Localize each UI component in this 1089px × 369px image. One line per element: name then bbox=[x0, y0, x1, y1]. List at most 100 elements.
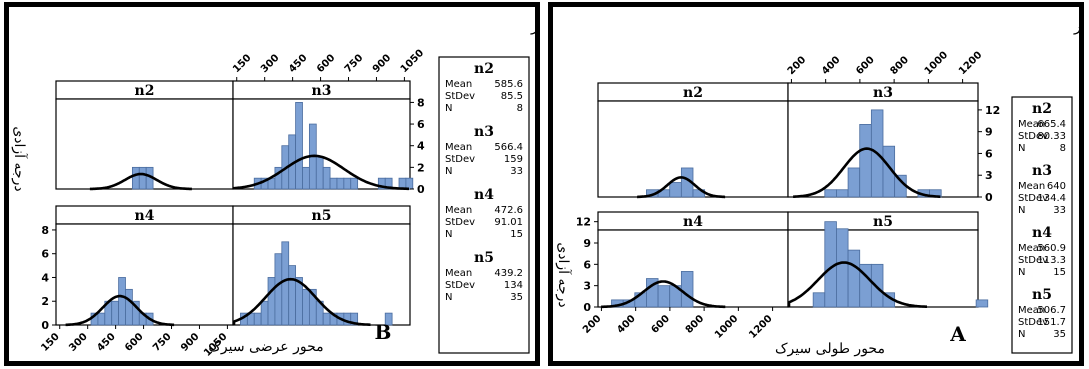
x-tick-label: 450 bbox=[95, 331, 118, 354]
histogram-bar-n3 bbox=[343, 177, 352, 190]
histogram-bar-n5 bbox=[253, 312, 262, 326]
histogram-bar-n5 bbox=[350, 312, 359, 326]
x-tick-label: 600 bbox=[123, 331, 146, 354]
histogram-panel-b: منحنی هیستوگرام رده بندی ویلبورگ برای مح… bbox=[4, 2, 540, 366]
facet-label-n5: n5 bbox=[873, 214, 893, 230]
legend-stat-label-stdev: StDev bbox=[445, 217, 475, 228]
x-tick-label: 900 bbox=[371, 53, 394, 76]
histogram-bar-n5 bbox=[322, 312, 331, 326]
stats-legend-box bbox=[1011, 96, 1073, 354]
histogram-bar-n3 bbox=[350, 177, 359, 190]
histogram-bar-n2 bbox=[138, 166, 147, 190]
y-tick-label: 2 bbox=[417, 161, 425, 174]
y-tick-label: 2 bbox=[41, 295, 49, 308]
legend-stat-label-stdev: StDev bbox=[1018, 131, 1048, 142]
y-tick-label: 8 bbox=[417, 96, 425, 109]
legend-stat-value-n: 33 bbox=[1053, 205, 1066, 216]
facet-label-n2: n2 bbox=[683, 85, 703, 101]
x-tick-label: 900 bbox=[179, 331, 202, 354]
histogram-bar-n3 bbox=[336, 177, 345, 190]
histogram-bar-n2 bbox=[131, 166, 140, 190]
y-tick-label: 12 bbox=[985, 104, 1000, 117]
fitted-normal-curve-n3 bbox=[793, 147, 941, 198]
histogram-bar-n3 bbox=[847, 167, 861, 198]
histogram-bar-n5 bbox=[975, 299, 989, 308]
y-tick-label: 4 bbox=[41, 271, 49, 284]
histogram-chart-b: منحنی هیستوگرام رده بندی ویلبورگ برای مح… bbox=[11, 17, 535, 359]
legend-series-n4: n4 bbox=[474, 187, 494, 203]
histogram-bar-n5 bbox=[847, 249, 861, 308]
facet-frame bbox=[55, 223, 234, 326]
y-axis-label: درجه آزادی bbox=[555, 242, 573, 307]
legend-stat-value-n: 15 bbox=[510, 229, 523, 240]
y-tick-label: 0 bbox=[583, 301, 591, 314]
y-tick-label: 6 bbox=[417, 118, 425, 131]
x-tick-label: 750 bbox=[151, 331, 174, 354]
legend-stat-label-mean: Mean bbox=[445, 205, 472, 216]
legend-series-n2: n2 bbox=[1032, 101, 1052, 117]
legend-stat-label-n: N bbox=[1018, 267, 1025, 278]
histogram-bar-n2 bbox=[669, 182, 682, 198]
legend-series-n5: n5 bbox=[474, 250, 494, 266]
histogram-bar-n4 bbox=[680, 271, 694, 308]
x-axis-label: محور طولی سیرک bbox=[775, 341, 885, 357]
legend-series-n3: n3 bbox=[1032, 163, 1052, 179]
y-tick-label: 3 bbox=[583, 280, 591, 293]
legend-stat-value-stdev: 134 bbox=[504, 280, 523, 291]
y-tick-label: 9 bbox=[583, 237, 591, 250]
x-tick-label: 1200 bbox=[747, 313, 774, 340]
histogram-bar-n4 bbox=[657, 285, 671, 308]
histogram-bar-n4 bbox=[97, 312, 106, 326]
stats-legend-box bbox=[438, 56, 530, 354]
legend-series-n2: n2 bbox=[474, 61, 494, 77]
legend-stat-value-n: 33 bbox=[510, 166, 523, 177]
x-tick-label: 1000 bbox=[923, 50, 950, 77]
histogram-bar-n3 bbox=[295, 102, 303, 190]
legend-stat-value-stdev: 113.3 bbox=[1037, 255, 1066, 266]
y-tick-label: 6 bbox=[985, 147, 993, 160]
x-tick-label: 1050 bbox=[399, 48, 426, 75]
histogram-bar-n3 bbox=[859, 124, 872, 198]
histogram-bar-n3 bbox=[405, 177, 414, 190]
legend-stat-value-stdev: 151.7 bbox=[1037, 317, 1066, 328]
x-tick-label: 600 bbox=[649, 313, 672, 336]
x-tick-label: 800 bbox=[888, 55, 911, 78]
x-tick-label: 300 bbox=[67, 331, 90, 354]
legend-stat-value-mean: 585.6 bbox=[494, 79, 523, 90]
legend-stat-value-mean: 665.4 bbox=[1037, 119, 1066, 130]
y-tick-label: 9 bbox=[985, 126, 993, 139]
chart-title: منحنی هیستوگرام رده بندی ویلبورگ برای مح… bbox=[530, 17, 535, 35]
legend-series-n3: n3 bbox=[474, 124, 494, 140]
facet-label-n3: n3 bbox=[873, 85, 893, 101]
fitted-normal-curve-n5 bbox=[232, 277, 371, 326]
legend-stat-value-mean: 472.6 bbox=[494, 205, 523, 216]
histogram-bar-n5 bbox=[267, 277, 276, 326]
legend-stat-value-stdev: 85.5 bbox=[501, 91, 523, 102]
legend-stat-label-n: N bbox=[1018, 143, 1025, 154]
legend-stat-value-stdev: 91.01 bbox=[494, 217, 523, 228]
histogram-bar-n3 bbox=[836, 189, 849, 198]
histogram-chart-a: منحنی هیستوگرام رده بندی ویلبورگ برای مح… bbox=[555, 17, 1079, 357]
legend-stat-label-stdev: StDev bbox=[445, 154, 475, 165]
legend-stat-label-stdev: StDev bbox=[445, 280, 475, 291]
histogram-bar-n3 bbox=[315, 156, 324, 190]
x-tick-label: 400 bbox=[820, 55, 843, 78]
y-tick-label: 0 bbox=[41, 319, 49, 332]
histogram-bar-n3 bbox=[824, 189, 837, 198]
y-tick-label: 6 bbox=[41, 248, 49, 261]
y-tick-label: 0 bbox=[985, 191, 993, 204]
y-tick-label: 12 bbox=[576, 216, 591, 229]
x-tick-label: 150 bbox=[39, 331, 62, 354]
legend-stat-label-mean: Mean bbox=[1018, 305, 1045, 316]
y-tick-label: 6 bbox=[583, 258, 591, 271]
fitted-normal-curve-n2 bbox=[637, 176, 726, 199]
y-tick-label: 8 bbox=[41, 224, 49, 237]
x-tick-label: 1200 bbox=[957, 50, 984, 77]
x-tick-label: 600 bbox=[315, 53, 338, 76]
facet-label-n4: n4 bbox=[135, 208, 155, 224]
legend-stat-label-stdev: StDev bbox=[1018, 317, 1048, 328]
histogram-bar-n4 bbox=[125, 288, 133, 326]
y-tick-label: 0 bbox=[417, 183, 425, 196]
legend-stat-label-n: N bbox=[445, 103, 452, 114]
histogram-bar-n4 bbox=[111, 300, 120, 326]
